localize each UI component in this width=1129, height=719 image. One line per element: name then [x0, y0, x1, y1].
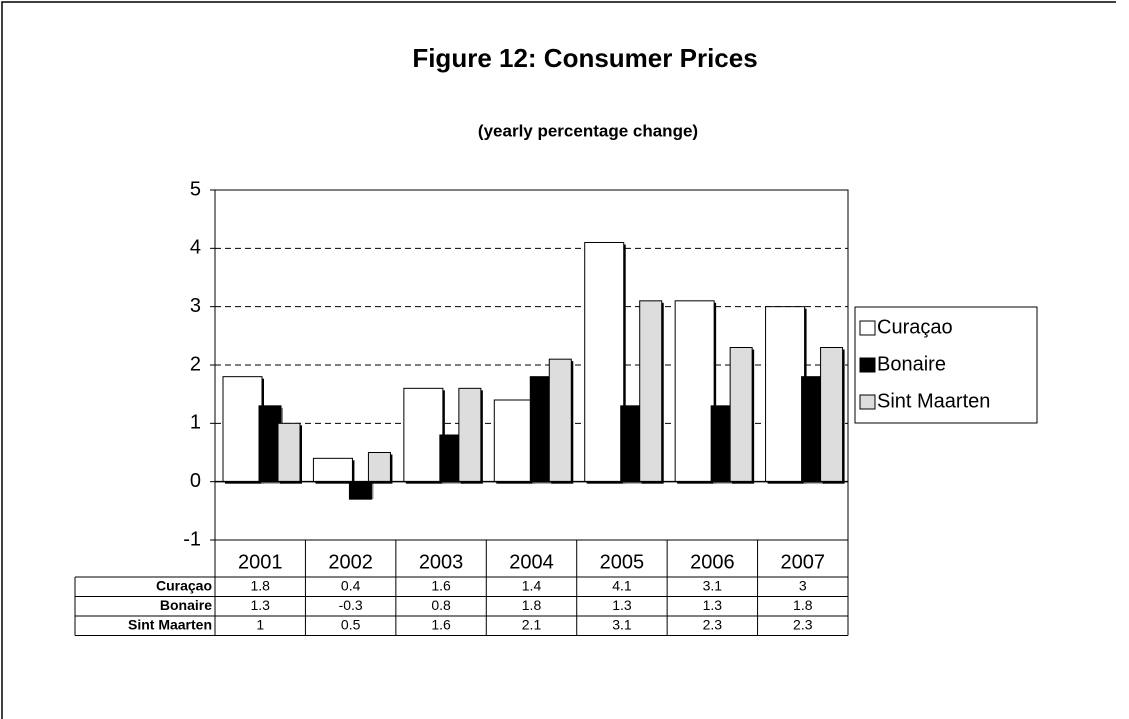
table-cell: 1.4 [522, 577, 542, 593]
chart-subtitle: (yearly percentage change) [478, 121, 698, 140]
bar [765, 306, 806, 483]
bar [729, 347, 753, 483]
table-row-name: Bonaire [160, 597, 212, 613]
legend-label: Curaçao [877, 316, 953, 338]
bar [277, 422, 301, 483]
table-cell: 3.1 [612, 616, 632, 632]
table-cell: 4.1 [612, 577, 632, 593]
bar [458, 387, 482, 483]
x-tick-label: 2007 [781, 551, 826, 573]
table-cell: 2.1 [522, 616, 542, 632]
x-tick-label: 2006 [690, 551, 735, 573]
bar [348, 481, 372, 500]
y-tick-label: 1 [190, 412, 201, 434]
bar [820, 347, 844, 483]
table-cell: 1.8 [793, 597, 813, 613]
table-cell: 2.3 [793, 616, 813, 632]
table-cell: 1.6 [431, 577, 451, 593]
y-tick-label: 4 [190, 237, 201, 259]
table-cell: 1.8 [522, 597, 542, 613]
bar [639, 300, 663, 483]
table-cell: 1.3 [703, 597, 723, 613]
bar [548, 358, 572, 483]
x-tick-label: 2005 [600, 551, 645, 573]
legend-box [854, 306, 1038, 424]
bar [584, 242, 625, 483]
table-cell: 1.3 [250, 597, 270, 613]
bar [312, 457, 353, 483]
bar [222, 376, 263, 483]
bar [493, 399, 534, 483]
table-cell: 0.8 [431, 597, 451, 613]
x-tick-label: 2002 [328, 551, 373, 573]
legend-label: Sint Maarten [877, 390, 990, 412]
legend-label: Bonaire [877, 353, 946, 375]
chart-title: Figure 12: Consumer Prices [412, 43, 757, 73]
table-cell: 1.6 [431, 616, 451, 632]
legend-swatch [859, 320, 876, 336]
table-row-name: Curaçao [156, 577, 212, 593]
table-cell: 1 [256, 616, 264, 632]
table-cell: 0.4 [341, 577, 361, 593]
y-tick-label: 0 [190, 470, 201, 492]
y-tick-label: 3 [190, 295, 201, 317]
table-cell: 1.3 [612, 597, 632, 613]
bar [403, 387, 444, 483]
plot-area [214, 189, 849, 541]
legend-swatch [859, 394, 876, 410]
y-tick-label: -1 [183, 528, 201, 550]
bar [674, 300, 715, 483]
y-tick-label: 2 [190, 353, 201, 375]
table-cell: 1.8 [250, 577, 270, 593]
legend-swatch [859, 357, 876, 373]
bar [367, 452, 391, 483]
y-tick-label: 5 [190, 178, 201, 200]
x-tick-label: 2003 [419, 551, 464, 573]
table-row-name: Sint Maarten [128, 616, 212, 632]
table-cell: 0.5 [341, 616, 361, 632]
table-cell: 2.3 [703, 616, 723, 632]
x-tick-label: 2001 [238, 551, 283, 573]
table-cell: -0.3 [339, 597, 363, 613]
table-cell: 3 [799, 577, 807, 593]
x-tick-label: 2004 [509, 551, 554, 573]
table-cell: 3.1 [703, 577, 723, 593]
